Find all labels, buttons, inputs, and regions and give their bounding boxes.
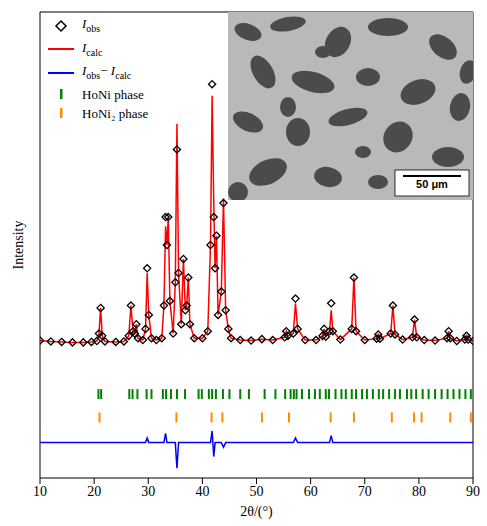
svg-text:90: 90 [466, 484, 480, 499]
svg-text:30: 30 [141, 484, 155, 499]
svg-text:50: 50 [250, 484, 264, 499]
html-text:Iobs− Icalc: Iobs− Icalc [82, 63, 132, 81]
svg-text:20: 20 [87, 484, 101, 499]
html-text:Iobs: Iobs [82, 16, 101, 34]
svg-text:Intensity: Intensity [11, 221, 26, 270]
html-text:Icalc: Icalc [82, 39, 103, 58]
html-text:HoNi₂ phase: HoNi₂ phase [82, 105, 149, 121]
svg-text:2θ/(°): 2θ/(°) [240, 504, 273, 520]
svg-text:10: 10 [33, 484, 47, 499]
svg-text:60: 60 [304, 484, 318, 499]
html-text:HoNi phase: HoNi phase [82, 86, 144, 102]
svg-text:70: 70 [358, 484, 372, 499]
html-text:50 μm: 50 μm [416, 178, 448, 190]
svg-text:40: 40 [195, 484, 209, 499]
svg-text:80: 80 [412, 484, 426, 499]
